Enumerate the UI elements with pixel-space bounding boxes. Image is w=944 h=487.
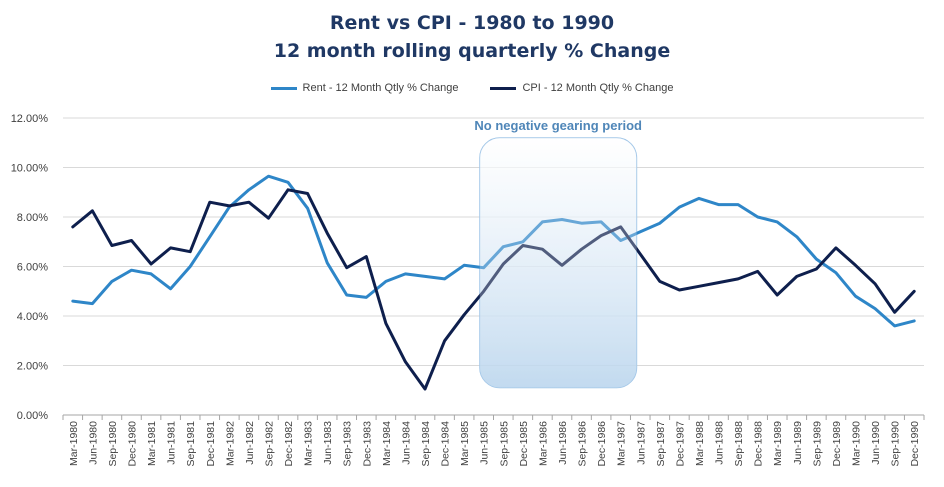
annotation-label: No negative gearing period bbox=[474, 118, 642, 133]
x-tick-label: Mar-1986 bbox=[537, 421, 549, 466]
x-tick-label: Jun-1987 bbox=[635, 421, 647, 465]
legend: Rent - 12 Month Qtly % Change CPI - 12 M… bbox=[0, 82, 944, 94]
legend-swatch-cpi bbox=[490, 86, 517, 90]
x-tick-label: Jun-1980 bbox=[87, 421, 99, 465]
legend-item-cpi: CPI - 12 Month Qtly % Change bbox=[490, 82, 673, 94]
y-tick-label: 0.00% bbox=[17, 410, 48, 422]
legend-label-rent: Rent - 12 Month Qtly % Change bbox=[302, 82, 459, 94]
x-tick-label: Jun-1983 bbox=[322, 421, 334, 465]
x-tick-label: Jun-1986 bbox=[557, 421, 569, 465]
x-tick-label: Sep-1983 bbox=[342, 421, 354, 467]
chart-subtitle: 12 month rolling quarterly % Change bbox=[273, 40, 671, 62]
x-tick-label: Sep-1987 bbox=[655, 421, 667, 467]
x-tick-label: Jun-1990 bbox=[870, 421, 882, 465]
chart-title: Rent vs CPI - 1980 to 1990 bbox=[329, 12, 615, 34]
x-tick-label: Dec-1982 bbox=[283, 421, 295, 467]
x-tick-label: Sep-1981 bbox=[185, 421, 197, 467]
x-tick-label: Mar-1990 bbox=[851, 421, 863, 466]
y-tick-label: 10.00% bbox=[11, 163, 49, 175]
x-tick-label: Mar-1982 bbox=[224, 421, 236, 466]
y-tick-label: 2.00% bbox=[17, 361, 48, 373]
x-tick-label: Sep-1985 bbox=[498, 421, 510, 467]
region-overlay bbox=[479, 137, 637, 388]
series-line-cpi bbox=[71, 188, 916, 391]
x-tick-label: Jun-1982 bbox=[244, 421, 256, 465]
x-tick-label: Mar-1984 bbox=[381, 421, 393, 466]
x-tick-label: Sep-1984 bbox=[420, 421, 432, 467]
y-tick-label: 12.00% bbox=[11, 113, 49, 125]
legend-item-rent: Rent - 12 Month Qtly % Change bbox=[270, 82, 459, 94]
x-tick-label: Dec-1983 bbox=[361, 421, 373, 467]
x-tick-label: Mar-1985 bbox=[459, 421, 471, 466]
x-tick-label: Jun-1984 bbox=[400, 421, 412, 465]
x-tick-label: Sep-1980 bbox=[107, 421, 119, 467]
legend-swatch-rent bbox=[270, 86, 297, 90]
x-tick-label: Dec-1986 bbox=[596, 421, 608, 467]
x-tick-label: Jun-1989 bbox=[792, 421, 804, 465]
x-tick-label: Dec-1990 bbox=[909, 421, 921, 467]
x-tick-label: Mar-1980 bbox=[68, 421, 80, 466]
x-tick-label: Mar-1988 bbox=[694, 421, 706, 466]
x-tick-label: Sep-1988 bbox=[733, 421, 745, 467]
x-tick-label: Dec-1985 bbox=[518, 421, 530, 467]
x-tick-label: Jun-1988 bbox=[714, 421, 726, 465]
legend-label-cpi: CPI - 12 Month Qtly % Change bbox=[522, 82, 674, 94]
x-tick-label: Mar-1987 bbox=[616, 421, 628, 466]
y-tick-label: 8.00% bbox=[17, 212, 48, 224]
x-tick-label: Mar-1983 bbox=[303, 421, 315, 466]
x-tick-label: Sep-1989 bbox=[811, 421, 823, 467]
x-tick-label: Sep-1990 bbox=[890, 421, 902, 467]
x-tick-label: Dec-1981 bbox=[205, 421, 217, 467]
x-tick-label: Dec-1984 bbox=[440, 421, 452, 467]
x-tick-label: Mar-1989 bbox=[772, 421, 784, 466]
x-tick-label: Jun-1985 bbox=[479, 421, 491, 465]
x-tick-label: Dec-1987 bbox=[674, 421, 686, 467]
x-tick-label: Sep-1982 bbox=[263, 421, 275, 467]
x-tick-label: Dec-1988 bbox=[753, 421, 765, 467]
x-tick-label: Dec-1989 bbox=[831, 421, 843, 467]
y-tick-label: 6.00% bbox=[17, 262, 48, 274]
x-tick-label: Jun-1981 bbox=[166, 421, 178, 465]
x-tick-label: Dec-1980 bbox=[126, 421, 138, 467]
y-tick-label: 4.00% bbox=[17, 311, 48, 323]
series-line-rent bbox=[71, 174, 916, 328]
x-tick-label: Mar-1981 bbox=[146, 421, 158, 466]
x-tick-label: Sep-1986 bbox=[577, 421, 589, 467]
